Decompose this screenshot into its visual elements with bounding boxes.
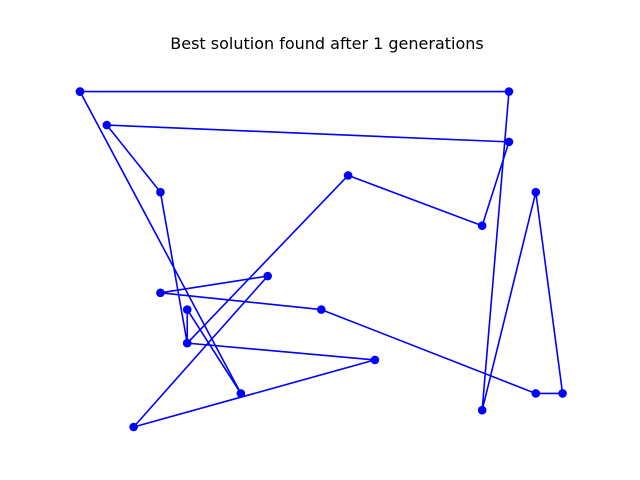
city-point (316, 305, 326, 314)
city-point (504, 87, 514, 96)
city-point (182, 338, 192, 348)
route-segment (321, 308, 537, 395)
city-point (75, 87, 85, 96)
route-segment (160, 292, 322, 311)
city-point (531, 187, 541, 197)
city-point (236, 389, 246, 398)
route-segment (481, 191, 537, 411)
city-point (343, 171, 353, 180)
route-segment (133, 359, 376, 428)
city-point (504, 137, 514, 147)
city-point (182, 305, 192, 314)
city-point (477, 221, 487, 231)
city-point (558, 389, 567, 398)
city-point (477, 405, 487, 415)
route-segment (186, 174, 349, 344)
route-segment (187, 342, 375, 361)
route-segment (186, 309, 242, 394)
route-segment (534, 192, 564, 394)
plot-area (75, 87, 567, 432)
city-point (263, 271, 272, 281)
route-segment (106, 124, 510, 143)
city-point (129, 422, 138, 432)
route-segment (79, 91, 242, 394)
route-segment (106, 124, 162, 193)
city-point (156, 187, 165, 197)
city-point (531, 389, 541, 398)
city-point (156, 288, 165, 298)
city-point (370, 355, 380, 365)
route-segment (133, 275, 269, 428)
route-segment (481, 91, 510, 411)
route-segment (347, 174, 483, 227)
city-point (102, 120, 112, 130)
chart-title: Best solution found after 1 generations (170, 34, 483, 53)
route-segment (481, 141, 510, 226)
